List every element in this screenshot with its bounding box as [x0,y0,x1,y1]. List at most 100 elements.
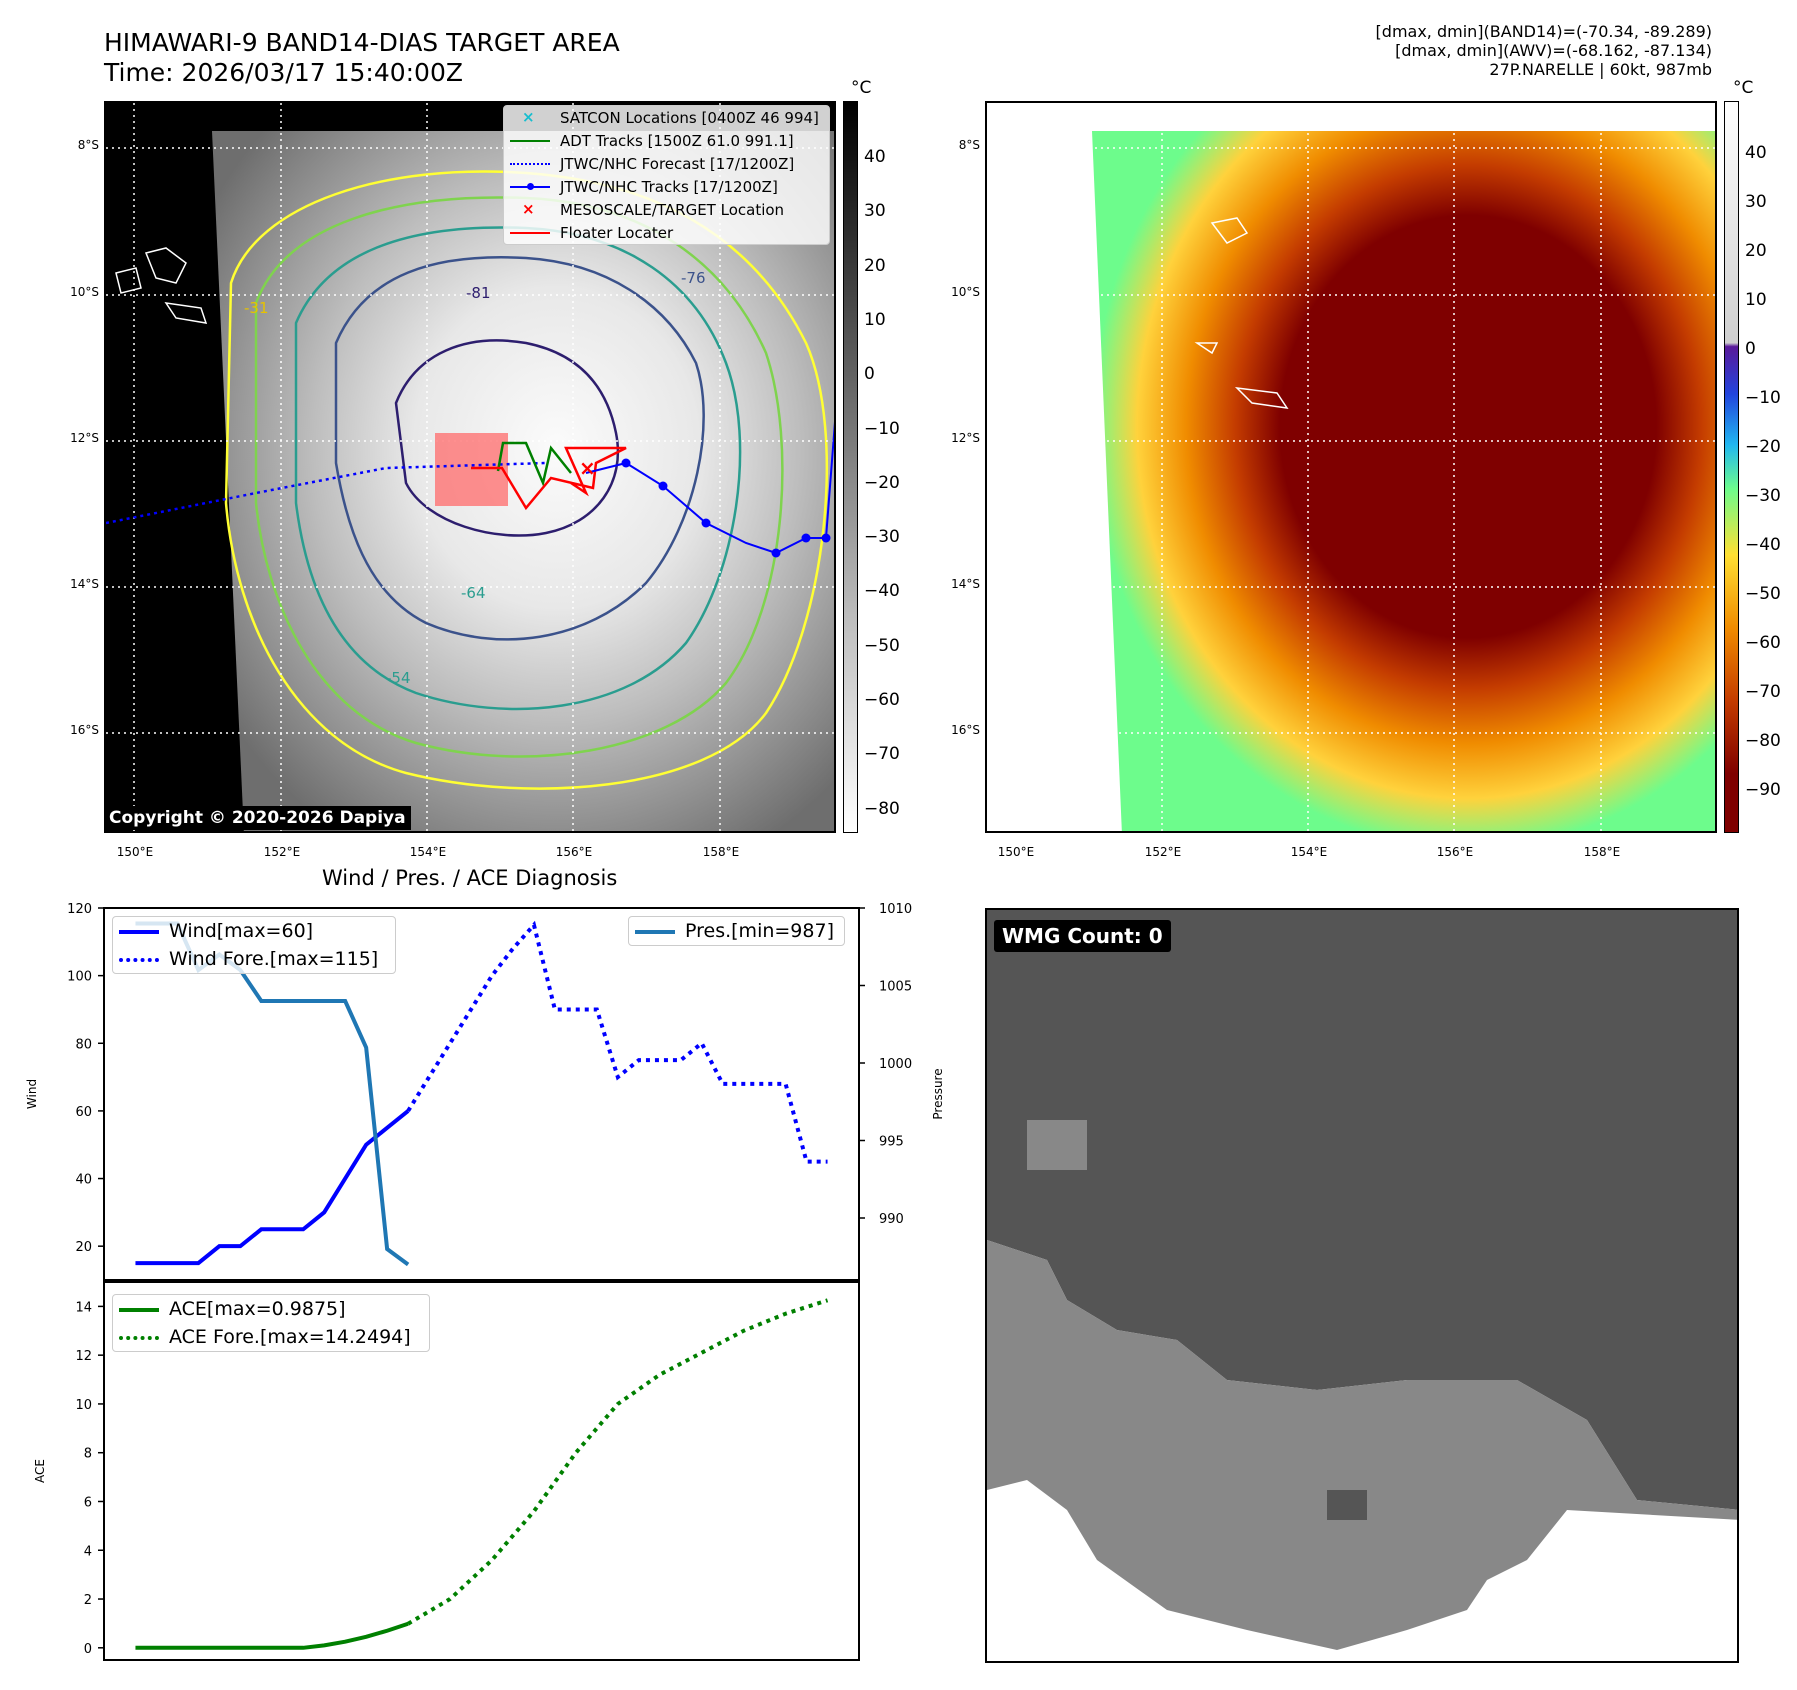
map-legend-item: ADT Tracks [1500Z 61.0 991.1] [504,129,829,152]
gray-colorbar-tick: −40 [864,581,900,602]
color-colorbar-tick: −60 [1745,633,1781,653]
ace-axis-label: ACE [33,1459,47,1483]
target-area-box [435,433,508,506]
wind-pressure-chart: 20 40 60 80 100 120 990 995 1000 1005 1010 Wind Pres… [25,902,945,1281]
gray-colorbar-tick: −50 [864,635,900,656]
ace-series-dotted-1 [407,1298,829,1626]
awv-colorbar [1724,101,1739,833]
legend-label: MESOSCALE/TARGET Location [560,200,785,219]
lon-tick-label: 156°E [555,845,593,859]
lat-tick-label: 16°S [70,723,99,737]
awv-colorbar-unit: °C [1733,78,1754,98]
lon-tick-label: 156°E [1436,845,1474,859]
legend-swatch [119,953,159,965]
color-colorbar-tick: −90 [1745,780,1781,800]
map-legend-item: × MESOSCALE/TARGET Location [504,198,829,221]
contour-minus81 [394,339,620,537]
pressure-legend: Pres.[min=987] [628,916,845,946]
color-colorbar-tick: −30 [1745,486,1781,506]
map-legend-item: × SATCON Locations [0400Z 46 994] [504,106,829,129]
map-legend-item: JTWC/NHC Forecast [17/1200Z] [504,152,829,175]
gray-colorbar-tick: −80 [864,798,900,819]
color-colorbar-tick: 20 [1745,241,1767,261]
ace-chart: 0 2 4 6 8 10 12 14 ACE [33,1281,860,1661]
color-colorbar-tick: 0 [1745,339,1756,359]
intensity-info: [dmax, dmin](BAND14)=(-70.34, -89.289) [… [1376,22,1712,79]
lon-tick-label: 150°E [116,845,154,859]
color-colorbar-tick: 10 [1745,290,1767,310]
mesoscale-target-marker: × [579,456,596,480]
wmg-count-badge: WMG Count: 0 [994,920,1171,952]
ace-plot-frame [103,1281,860,1661]
ace-ytick-label: 14 [75,1300,92,1315]
wmg-main-region [987,910,1737,1510]
legend-swatch [510,181,550,193]
wind-ytick-label: 20 [75,1240,92,1255]
pressure-axis-label: Pressure [931,1068,945,1119]
pressure-ytick-label: 995 [879,1135,904,1150]
legend-swatch: × [522,107,535,126]
contour-label-64: -64 [461,584,486,602]
lat-tick-label: 8°S [77,138,99,152]
legend-label: ACE Fore.[max=14.2494] [169,1326,411,1348]
series-solid-2 [135,921,410,1267]
legend-label: Wind Fore.[max=115] [169,948,379,970]
jtwc-forecast-track [106,461,547,525]
figure-title: HIMAWARI-9 BAND14-DIAS TARGET AREA Time: … [104,28,620,88]
pressure-ytick-label: 1010 [879,902,912,917]
lat-tick-label: 14°S [70,577,99,591]
gray-colorbar-tick: 10 [864,309,886,330]
wind-ytick-label: 40 [75,1173,92,1188]
ace-ytick-label: 4 [84,1544,92,1559]
color-colorbar-tick: −70 [1745,682,1781,702]
legend-swatch [635,925,675,937]
jtwc-best-track [585,421,834,555]
legend-label: ACE[max=0.9875] [169,1298,346,1320]
lon-tick-label: 158°E [1583,845,1621,859]
legend-swatch [510,227,550,239]
ace-ytick-label: 2 [84,1593,92,1608]
color-colorbar-tick: 40 [1745,143,1767,163]
wind-axis-label: Wind [25,1079,39,1109]
contour-minus31 [224,170,829,790]
map-legend: × SATCON Locations [0400Z 46 994] ADT Trac… [503,105,830,245]
adt-track [496,441,572,488]
chart-legend-item: Wind Fore.[max=115] [113,945,395,973]
gray-colorbar-tick: 20 [864,255,886,276]
band14-range: [dmax, dmin](BAND14)=(-70.34, -89.289) [1375,22,1712,41]
pressure-ytick-label: 990 [879,1212,904,1227]
legend-swatch [119,925,159,937]
wind-ytick-label: 120 [67,902,92,917]
contour-label-76: -76 [681,269,706,287]
color-colorbar-tick: −40 [1745,535,1781,555]
color-colorbar-tick: 30 [1745,192,1767,212]
ace-series-solid-0 [135,1621,409,1650]
diagnosis-title: Wind / Pres. / ACE Diagnosis [322,866,618,890]
title-line-1: HIMAWARI-9 BAND14-DIAS TARGET AREA [104,28,620,57]
gray-colorbar-tick: −30 [864,527,900,548]
ace-legend: ACE[max=0.9875] ACE Fore.[max=14.2494] [112,1294,430,1352]
contour-minus64 [294,226,742,711]
chart-legend-item: Wind[max=60] [113,917,395,945]
coastline-islands [115,247,208,324]
legend-label: Pres.[min=987] [685,920,834,942]
wind-ytick-label: 100 [67,970,92,985]
legend-swatch [510,135,550,147]
lat-tick-label: 16°S [951,723,980,737]
floater-locater [471,446,627,511]
legend-swatch [119,1331,159,1343]
legend-label: JTWC/NHC Forecast [17/1200Z] [560,154,795,173]
chart-legend-item: ACE[max=0.9875] [113,1295,429,1323]
lat-tick-label: 10°S [70,285,99,299]
series-dotted-1 [406,920,828,1164]
gray-colorbar-tick: 40 [864,147,886,167]
legend-swatch: × [522,199,535,218]
gray-colorbar-tick: −10 [864,418,900,439]
band14-contour-map: × -31 -54 -64 -76 -81 × SATCON Locations … [104,101,836,833]
coastline-islands-right [1194,217,1289,409]
wind-legend: Wind[max=60] Wind Fore.[max=115] [112,916,396,974]
legend-label: JTWC/NHC Tracks [17/1200Z] [560,177,778,196]
gray-colorbar-tick: −20 [864,472,900,493]
wmg-panel [985,908,1739,1663]
lon-tick-label: 152°E [263,845,301,859]
